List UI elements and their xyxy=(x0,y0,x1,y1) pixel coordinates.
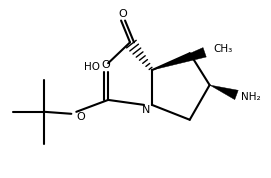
Text: CH₃: CH₃ xyxy=(214,44,233,54)
Text: NH₂: NH₂ xyxy=(241,92,261,102)
Text: N: N xyxy=(142,105,150,115)
Text: O: O xyxy=(102,60,111,70)
Polygon shape xyxy=(152,48,206,70)
Text: O: O xyxy=(76,112,85,122)
Text: HO: HO xyxy=(84,62,100,72)
Polygon shape xyxy=(209,85,238,100)
Text: O: O xyxy=(119,9,127,19)
